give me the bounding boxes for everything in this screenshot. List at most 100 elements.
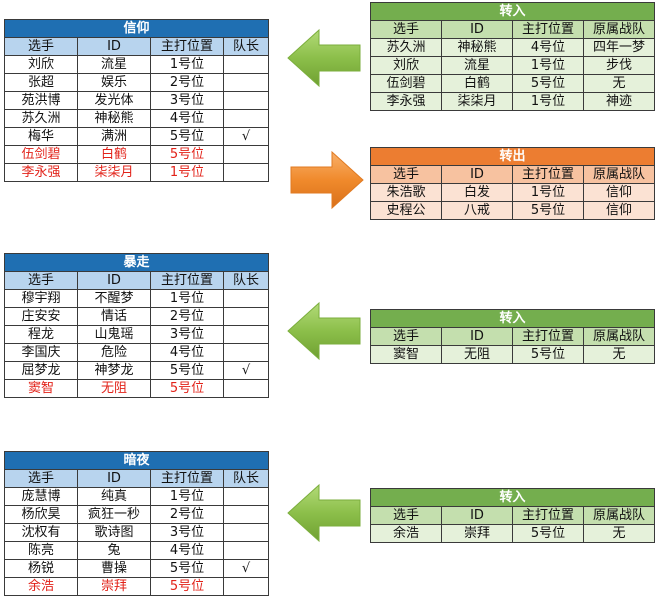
player-name: 苏久洲 — [4, 109, 78, 128]
player-name: 余浩 — [4, 577, 78, 596]
table-row: 苏久洲 神秘熊 4号位 四年一梦 — [370, 38, 655, 57]
player-name: 朱浩歌 — [370, 183, 442, 202]
header-id: ID — [441, 165, 513, 184]
table-row: 庞慧博 纯真 1号位 — [4, 487, 269, 506]
player-position: 1号位 — [512, 92, 584, 111]
captain-mark: √ — [223, 559, 269, 578]
table-row: 杨欣昊 疯狂一秒 2号位 — [4, 505, 269, 524]
player-position: 2号位 — [150, 505, 224, 524]
player-name: 屈梦龙 — [4, 361, 78, 380]
table-row: 沈权有 歌诗图 3号位 — [4, 523, 269, 542]
table-row: 朱浩歌 白发 1号位 信仰 — [370, 183, 655, 202]
captain-mark: √ — [223, 127, 269, 146]
header-original-team: 原属战队 — [583, 165, 655, 184]
player-position: 2号位 — [150, 307, 224, 326]
player-position: 1号位 — [150, 289, 224, 308]
player-name: 窦智 — [370, 345, 442, 364]
player-position: 5号位 — [150, 145, 224, 164]
captain-mark: √ — [223, 361, 269, 380]
player-name: 梅华 — [4, 127, 78, 146]
captain-mark — [223, 307, 269, 326]
transfer-title: 转出 — [370, 147, 655, 166]
team-title: 暴走 — [4, 253, 269, 272]
transfer-out-table-xinyang: 转出 选手 ID 主打位置 原属战队 朱浩歌 白发 1号位 信仰 史程公 八戒 5号位 信仰 — [370, 147, 655, 220]
original-team: 四年一梦 — [583, 38, 655, 57]
player-name: 窦智 — [4, 379, 78, 398]
transfer-title: 转入 — [370, 2, 655, 21]
player-name: 苏久洲 — [370, 38, 442, 57]
original-team: 无 — [583, 345, 655, 364]
captain-mark — [223, 109, 269, 128]
captain-mark — [223, 541, 269, 560]
player-id: 歌诗图 — [77, 523, 151, 542]
table-row: 伍剑碧 白鹤 5号位 — [4, 145, 269, 164]
player-id: 不醒梦 — [77, 289, 151, 308]
table-row: 苏久洲 神秘熊 4号位 — [4, 109, 269, 128]
captain-mark — [223, 55, 269, 74]
header-position: 主打位置 — [512, 327, 584, 346]
team-table-baozou: 暴走 选手 ID 主打位置 队长 穆宇翔 不醒梦 1号位 庄安安 情话 2号位 程龙 山鬼… — [4, 253, 269, 398]
player-id: 危险 — [77, 343, 151, 362]
table-row: 余浩 崇拜 5号位无 — [370, 524, 655, 543]
header-id: ID — [77, 271, 151, 290]
transfer-title: 转入 — [370, 309, 655, 328]
table-row: 穆宇翔 不醒梦 1号位 — [4, 289, 269, 308]
player-position: 1号位 — [150, 55, 224, 74]
original-team: 无 — [583, 74, 655, 93]
header-player: 选手 — [370, 506, 442, 525]
header-position: 主打位置 — [512, 165, 584, 184]
header-player: 选手 — [370, 327, 442, 346]
player-id: 神秘熊 — [77, 109, 151, 128]
player-id: 曹操 — [77, 559, 151, 578]
player-id: 无阻 — [441, 345, 513, 364]
header-original-team: 原属战队 — [583, 506, 655, 525]
player-name: 杨锐 — [4, 559, 78, 578]
player-position: 3号位 — [150, 523, 224, 542]
header-player: 选手 — [4, 37, 78, 56]
team-title: 暗夜 — [4, 451, 269, 470]
player-position: 4号位 — [512, 38, 584, 57]
header-position: 主打位置 — [150, 469, 224, 488]
table-row: 李永强 柒柒月 1号位 — [4, 163, 269, 182]
player-name: 陈亮 — [4, 541, 78, 560]
player-position: 1号位 — [150, 163, 224, 182]
player-name: 杨欣昊 — [4, 505, 78, 524]
captain-mark — [223, 343, 269, 362]
player-name: 李国庆 — [4, 343, 78, 362]
table-row: 张超 娱乐 2号位 — [4, 73, 269, 92]
player-position: 5号位 — [150, 361, 224, 380]
player-position: 3号位 — [150, 91, 224, 110]
player-id: 神梦龙 — [77, 361, 151, 380]
header-id: ID — [441, 20, 513, 39]
header-original-team: 原属战队 — [583, 20, 655, 39]
captain-mark — [223, 325, 269, 344]
player-id: 崇拜 — [77, 577, 151, 596]
player-id: 兔 — [77, 541, 151, 560]
captain-mark — [223, 289, 269, 308]
table-row: 窦智 无阻 5号位 — [4, 379, 269, 398]
transfer-in-table-baozou: 转入 选手 ID 主打位置 原属战队 窦智 无阻 5号位无 — [370, 309, 655, 364]
player-id: 神秘熊 — [441, 38, 513, 57]
player-position: 4号位 — [150, 109, 224, 128]
player-name: 李永强 — [4, 163, 78, 182]
table-row: 窦智 无阻 5号位无 — [370, 345, 655, 364]
table-row: 李国庆 危险 4号位 — [4, 343, 269, 362]
player-name: 余浩 — [370, 524, 442, 543]
team-table-xinyang: 信仰 选手 ID 主打位置 队长 刘欣 流星 1号位 张超 娱乐 2号位 苑洪博 发光体 3… — [4, 19, 269, 182]
player-position: 5号位 — [512, 345, 584, 364]
header-player: 选手 — [4, 271, 78, 290]
player-position: 5号位 — [150, 127, 224, 146]
player-id: 白鹤 — [441, 74, 513, 93]
original-team: 信仰 — [583, 201, 655, 220]
captain-mark — [223, 487, 269, 506]
header-id: ID — [441, 327, 513, 346]
player-position: 5号位 — [150, 559, 224, 578]
player-name: 沈权有 — [4, 523, 78, 542]
player-position: 1号位 — [150, 487, 224, 506]
player-id: 无阻 — [77, 379, 151, 398]
player-name: 穆宇翔 — [4, 289, 78, 308]
table-row: 余浩 崇拜 5号位 — [4, 577, 269, 596]
captain-mark — [223, 163, 269, 182]
player-id: 柒柒月 — [77, 163, 151, 182]
captain-mark — [223, 523, 269, 542]
